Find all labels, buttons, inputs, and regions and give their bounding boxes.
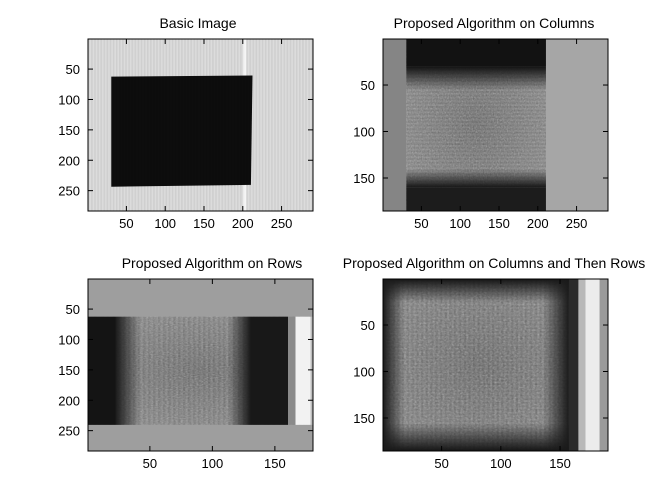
image-area [383,279,608,451]
axes-frame [87,278,314,452]
panel-title: Basic Image [159,15,236,31]
x-axis: 50 100 150 [434,279,571,471]
x-tick-label: 200 [527,216,549,231]
x-tick-label: 250 [566,216,588,231]
y-tick-label: 250 [58,184,80,199]
axes-frame [87,38,314,212]
panel-title: Proposed Algorithm on Columns [394,15,595,31]
x-tick-label: 250 [271,216,293,231]
y-tick-label: 100 [353,365,375,380]
axes-frame [382,38,609,212]
y-tick-label: 200 [58,153,80,168]
y-tick-label: 150 [353,411,375,426]
x-tick-label: 150 [549,456,571,471]
x-tick-label: 50 [434,456,448,471]
y-tick-label: 200 [58,393,80,408]
image-area [383,39,608,211]
y-tick-label: 150 [58,123,80,138]
x-tick-label: 100 [202,456,224,471]
y-tick-label: 250 [58,424,80,439]
x-tick-label: 50 [143,456,157,471]
x-axis: 50 100 150 200 250 [414,39,587,231]
y-tick-label: 50 [66,62,80,77]
x-tick-label: 100 [154,216,176,231]
x-tick-label: 150 [264,456,286,471]
x-tick-label: 150 [488,216,510,231]
x-tick-label: 50 [414,216,428,231]
panel-basic-image: Basic Image 50 100 150 200 250 50 100 150 200 25… [58,15,314,231]
y-axis: 50 100 150 [353,78,608,186]
y-tick-label: 100 [58,332,80,347]
y-axis: 50 100 150 200 250 [58,302,313,439]
y-tick-label: 50 [66,302,80,317]
y-tick-label: 150 [58,363,80,378]
y-axis: 50 100 150 [353,318,608,426]
panel-rows: Proposed Algorithm on Rows 50 100 150 50 10… [58,255,314,471]
y-tick-label: 150 [353,171,375,186]
x-axis: 50 100 150 200 250 [119,39,292,231]
x-tick-label: 150 [193,216,215,231]
x-tick-label: 200 [232,216,254,231]
x-tick-label: 100 [490,456,512,471]
y-tick-label: 100 [58,92,80,107]
y-tick-label: 50 [361,78,375,93]
panel-title: Proposed Algorithm on Rows [122,255,303,271]
x-tick-label: 100 [449,216,471,231]
y-tick-label: 100 [353,125,375,140]
panel-columns: Proposed Algorithm on Columns 50 100 150 20… [353,15,609,231]
axes-frame [382,278,609,452]
image-area [88,39,313,211]
y-tick-label: 50 [361,318,375,333]
panel-columns-then-rows: Proposed Algorithm on Columns and Then R… [343,255,645,471]
x-tick-label: 50 [119,216,133,231]
panel-title: Proposed Algorithm on Columns and Then R… [343,255,645,271]
x-axis: 50 100 150 [143,279,286,471]
y-axis: 50 100 150 200 250 [58,62,313,199]
image-area [88,279,313,451]
